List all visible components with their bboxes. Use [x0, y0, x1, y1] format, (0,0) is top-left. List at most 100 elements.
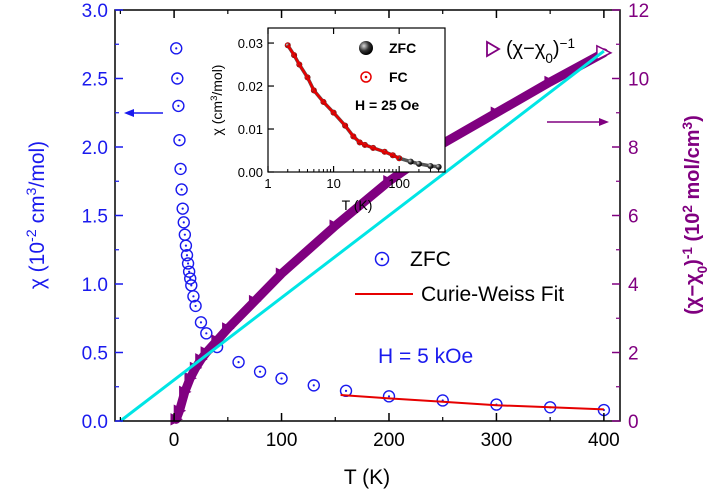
inset-marks	[284, 42, 442, 170]
inverse-legend-marker	[486, 40, 501, 58]
inset-legend-zfc-label: ZFC	[389, 40, 416, 56]
data-point	[185, 279, 198, 292]
inset-data-point	[320, 99, 327, 105]
x-tick-label: 200	[373, 430, 405, 451]
data-point	[383, 175, 396, 188]
data-point	[171, 72, 184, 85]
inset-data-point	[407, 158, 414, 165]
left-y-tick-label: 2.5	[82, 70, 108, 91]
data-point	[187, 290, 200, 303]
data-point	[248, 294, 262, 308]
inset-data-point	[356, 139, 363, 146]
main-legend: ZFC Curie-Weiss Fit	[355, 248, 564, 306]
data-point	[176, 202, 189, 215]
legend-fit-label: Curie-Weiss Fit	[421, 283, 564, 306]
right-axis-arrow	[547, 118, 609, 126]
inset-y-axis-title: χ (cm3/mol)	[209, 65, 226, 136]
field-annotation: H = 5 kOe	[378, 345, 473, 368]
data-point	[170, 42, 183, 55]
data-point	[232, 355, 245, 369]
inverse-legend: (χ−χ0)−1	[486, 36, 575, 66]
inset-data-point	[435, 163, 442, 170]
inset-series-fc	[284, 42, 402, 162]
data-point	[179, 239, 193, 252]
left-y-tick-label: 1.5	[82, 207, 108, 228]
inset-data-point	[381, 148, 388, 155]
data-point	[174, 162, 187, 176]
inset-legend: ZFC FC H = 25 Oe	[355, 40, 419, 113]
inset-data-point	[284, 42, 291, 48]
inset-legend-fc-marker	[360, 71, 372, 83]
x-tick-label: 400	[588, 430, 620, 451]
data-point	[211, 334, 224, 347]
inset-data-point	[291, 52, 297, 58]
right-y-tick-label: 2	[628, 344, 639, 365]
inset-data-point	[390, 152, 396, 159]
data-point	[275, 372, 288, 385]
data-point	[175, 183, 188, 196]
inset-x-axis-title: T (K)	[342, 197, 373, 213]
left-y-tick-label: 2.0	[82, 138, 108, 159]
inset-y-tick-label: 0.00	[238, 165, 263, 180]
inset-data-point	[330, 109, 337, 116]
x-tick-label: 300	[481, 430, 513, 451]
data-point	[222, 322, 235, 335]
data-point	[184, 272, 197, 285]
data-point	[182, 265, 196, 278]
data-point	[544, 75, 557, 89]
inset-y-tick-label: 0.03	[238, 36, 263, 51]
fit-line	[340, 394, 604, 411]
x-axis-title: T (K)	[344, 466, 390, 489]
x-tick-label: 0	[169, 430, 180, 451]
data-point	[189, 299, 202, 313]
left-y-tick-label: 3.0	[82, 1, 108, 22]
data-point	[177, 216, 190, 229]
right-y-tick-label: 6	[628, 207, 639, 228]
inset-tick-labels: 1 10 100 0.00 0.01 0.02 0.03	[238, 36, 410, 191]
data-point	[275, 267, 289, 280]
right-y-tick-label: 0	[628, 412, 639, 433]
data-point	[184, 371, 197, 385]
inset-data-point	[427, 162, 434, 169]
inset-data-point	[311, 87, 317, 94]
data-point	[382, 390, 396, 403]
inset-data-point	[342, 122, 348, 129]
data-point	[173, 404, 187, 417]
left-y-tick-label: 0.0	[82, 412, 108, 433]
inset-plot: 1 10 100 0.00 0.01 0.02 0.03 T (K) χ (cm3/mol)…	[209, 27, 446, 213]
data-point	[253, 365, 267, 378]
inset-ticks	[267, 28, 440, 173]
data-point	[436, 394, 449, 407]
left-y-tick-label: 0.5	[82, 344, 108, 365]
left-axis-arrow	[124, 109, 163, 117]
inset-data-point	[370, 145, 376, 151]
inset-y-tick-label: 0.02	[238, 79, 263, 94]
inset-data-point	[415, 160, 422, 167]
inset-data-point	[350, 133, 357, 140]
inset-x-tick-label: 1	[264, 176, 271, 191]
data-point	[179, 385, 192, 399]
inset-trail	[286, 44, 400, 160]
fit-line	[119, 49, 605, 423]
inset-frame	[267, 27, 446, 173]
inset-data-point	[362, 142, 368, 148]
series-curie-weiss-line	[119, 49, 605, 423]
x-tick-label: 100	[266, 430, 298, 451]
series-curie-weiss-fit	[340, 394, 604, 411]
right-y-tick-label: 8	[628, 138, 639, 159]
inset-legend-fc-label: FC	[389, 69, 408, 85]
legend-zfc-marker	[374, 251, 390, 267]
data-point	[181, 257, 195, 270]
data-point	[194, 316, 208, 329]
inset-field-annotation: H = 25 Oe	[355, 97, 419, 113]
right-y-tick-label: 10	[628, 70, 649, 91]
inset-x-tick-label: 100	[388, 176, 410, 191]
inset-data-point	[296, 61, 303, 68]
right-axis-title: (χ−χ0)-1 (102 mol/cm3)	[680, 115, 710, 315]
inset-y-tick-label: 0.01	[238, 122, 263, 137]
data-point	[329, 219, 342, 232]
main-ticks	[115, 9, 620, 422]
right-y-tick-label: 12	[628, 1, 649, 22]
data-point	[307, 379, 320, 392]
main-plot: 0 100 200 300 400 0.0 0.5 1.0 1.5 2.0 2.5 3.0 0 2 4 6 8 1…	[24, 1, 710, 489]
